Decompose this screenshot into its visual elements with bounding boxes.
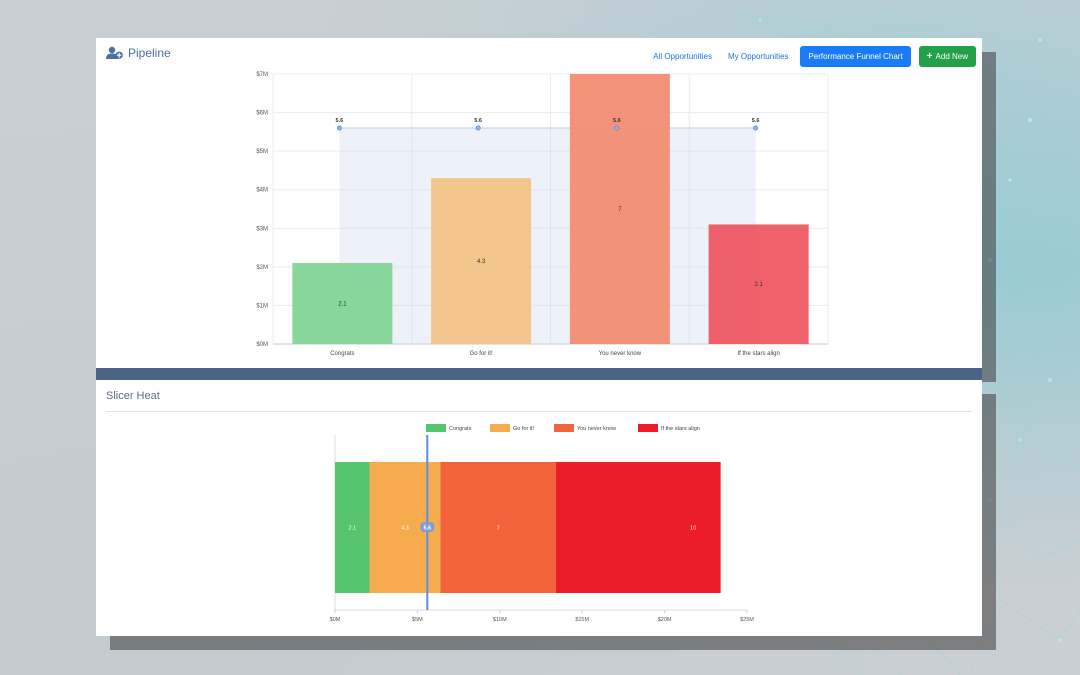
segment-data-label: 7	[497, 526, 500, 532]
pipeline-bar-chart: $0M $1M $2M $3M $4M $5M $6M $7M 2.1 Congrats 4.3 Go…	[256, 72, 829, 357]
bar-3	[569, 74, 670, 344]
bar-data-label: 2.1	[754, 282, 763, 288]
page-title: Pipeline	[128, 46, 171, 60]
section-title: Slicer Heat	[106, 390, 160, 402]
x-tick-label: You never know	[599, 351, 642, 357]
bar-data-label: 4.3	[477, 259, 486, 265]
x-tick-label: $10M	[493, 617, 507, 623]
forecast-point	[753, 125, 759, 131]
x-tick-label: $0M	[330, 617, 341, 623]
y-tick-label: $6M	[256, 111, 268, 117]
legend-swatch	[426, 424, 446, 432]
forecast-data-label: 5.6	[613, 118, 621, 124]
legend-label: Congrats	[449, 426, 472, 432]
legend-label: If the stars align	[661, 426, 700, 432]
heat-segment-4	[555, 462, 721, 593]
slicer-heat-card: Slicer Heat Congrats Go for it! You never …	[96, 380, 982, 636]
y-tick-label: $7M	[256, 72, 268, 78]
forecast-data-label: 5.6	[336, 118, 344, 124]
slicer-heat-chart: Congrats Go for it! You never know If the s…	[330, 424, 754, 623]
all-opportunities-link[interactable]: All Opportunities	[653, 52, 712, 61]
bar-1	[292, 263, 393, 344]
heat-segment-1	[335, 462, 370, 593]
forecast-area	[339, 128, 756, 344]
my-opportunities-link[interactable]: My Opportunities	[727, 52, 789, 61]
bar-4	[708, 224, 809, 344]
forecast-point	[614, 125, 620, 131]
segment-data-label: 10	[690, 526, 696, 532]
add-new-label: Add New	[935, 52, 968, 61]
bar-data-label: 7	[618, 207, 622, 213]
legend-swatch	[554, 424, 574, 432]
legend-label: Go for it!	[513, 426, 535, 432]
segment-data-label: 2.1	[348, 526, 356, 532]
y-tick-label: $4M	[256, 188, 268, 194]
forecast-point	[336, 125, 342, 131]
threshold-marker-badge	[420, 522, 435, 532]
y-tick-label: $2M	[256, 265, 268, 271]
y-tick-label: $1M	[256, 303, 268, 309]
y-tick-label: $0M	[256, 342, 268, 348]
legend-swatch	[490, 424, 510, 432]
x-tick-label: $15M	[575, 617, 589, 623]
segment-data-label: 4.3	[401, 526, 409, 532]
forecast-data-label: 5.6	[474, 118, 482, 124]
x-tick-label: $5M	[412, 617, 423, 623]
x-tick-label: $20M	[658, 617, 672, 623]
heat-segment-3	[440, 462, 556, 593]
pipeline-card: Pipeline All Opportunities My Opportunit…	[96, 38, 982, 368]
pipeline-header: Pipeline	[106, 46, 171, 60]
legend-label: You never know	[577, 426, 616, 432]
x-tick-label: $25M	[740, 617, 754, 623]
threshold-marker-label: 5.6	[423, 526, 431, 532]
y-tick-label: $3M	[256, 226, 268, 232]
top-nav: All Opportunities My Opportunities Perfo…	[649, 46, 976, 67]
performance-funnel-chart-button[interactable]: Performance Funnel Chart	[800, 46, 911, 67]
x-tick-label: If the stars align	[737, 351, 779, 357]
x-tick-label: Congrats	[330, 351, 354, 357]
forecast-point	[475, 125, 481, 131]
x-tick-label: Go for it!	[470, 351, 493, 357]
forecast-data-label: 5.6	[752, 118, 760, 124]
bar-data-label: 2.1	[338, 302, 347, 308]
section-divider	[96, 368, 982, 380]
add-new-button[interactable]: + Add New	[918, 46, 976, 67]
legend-swatch	[638, 424, 658, 432]
user-group-icon	[106, 46, 123, 59]
bar-2	[431, 178, 532, 344]
section-rule	[106, 411, 972, 412]
plus-icon: +	[926, 50, 933, 62]
y-tick-label: $5M	[256, 149, 268, 155]
